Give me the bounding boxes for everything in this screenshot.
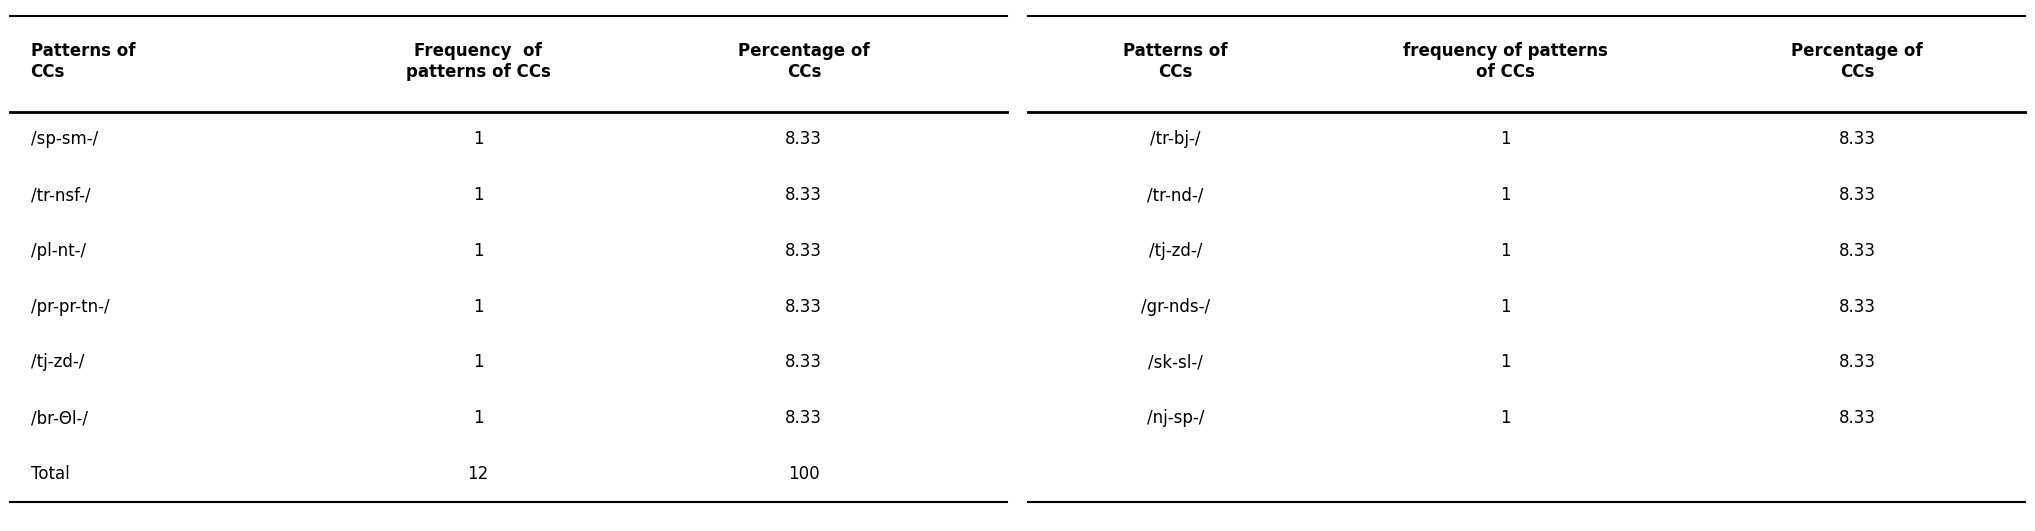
Text: /tr-nd-/: /tr-nd-/ — [1148, 186, 1203, 204]
Text: 1: 1 — [1500, 409, 1512, 427]
Text: 8.33: 8.33 — [1838, 186, 1876, 204]
Text: 8.33: 8.33 — [1838, 131, 1876, 148]
Text: Percentage of
CCs: Percentage of CCs — [739, 42, 869, 81]
Text: 8.33: 8.33 — [1838, 298, 1876, 315]
Text: 8.33: 8.33 — [1838, 409, 1876, 427]
Text: 1: 1 — [1500, 242, 1512, 260]
Text: /br-Θl-/: /br-Θl-/ — [31, 409, 88, 427]
Text: 1: 1 — [472, 298, 484, 315]
Text: 1: 1 — [472, 354, 484, 371]
Text: 1: 1 — [1500, 298, 1512, 315]
Text: 1: 1 — [1500, 186, 1512, 204]
Text: 8.33: 8.33 — [786, 298, 822, 315]
Text: 1: 1 — [472, 409, 484, 427]
Text: 12: 12 — [468, 465, 488, 483]
Text: Patterns of
CCs: Patterns of CCs — [1123, 42, 1227, 81]
Text: Total: Total — [31, 465, 69, 483]
Text: 8.33: 8.33 — [786, 131, 822, 148]
Text: 8.33: 8.33 — [786, 186, 822, 204]
Text: Percentage of
CCs: Percentage of CCs — [1791, 42, 1923, 81]
Text: /tj-zd-/: /tj-zd-/ — [31, 354, 83, 371]
Text: 8.33: 8.33 — [1838, 354, 1876, 371]
Text: 8.33: 8.33 — [1838, 242, 1876, 260]
Text: 1: 1 — [472, 186, 484, 204]
Text: /gr-nds-/: /gr-nds-/ — [1142, 298, 1209, 315]
Text: /tr-bj-/: /tr-bj-/ — [1150, 131, 1201, 148]
Text: 1: 1 — [472, 242, 484, 260]
Text: 8.33: 8.33 — [786, 354, 822, 371]
Text: /pl-nt-/: /pl-nt-/ — [31, 242, 85, 260]
Text: /nj-sp-/: /nj-sp-/ — [1146, 409, 1205, 427]
Text: 1: 1 — [1500, 131, 1512, 148]
Text: 100: 100 — [788, 465, 820, 483]
Text: /pr-pr-tn-/: /pr-pr-tn-/ — [31, 298, 110, 315]
Text: /tj-zd-/: /tj-zd-/ — [1148, 242, 1203, 260]
Text: 1: 1 — [472, 131, 484, 148]
Text: 1: 1 — [1500, 354, 1512, 371]
Text: frequency of patterns
of CCs: frequency of patterns of CCs — [1404, 42, 1608, 81]
Text: /sk-sl-/: /sk-sl-/ — [1148, 354, 1203, 371]
Text: 8.33: 8.33 — [786, 409, 822, 427]
Text: /tr-nsf-/: /tr-nsf-/ — [31, 186, 90, 204]
Text: Frequency  of
patterns of CCs: Frequency of patterns of CCs — [405, 42, 551, 81]
Text: 8.33: 8.33 — [786, 242, 822, 260]
Text: /sp-sm-/: /sp-sm-/ — [31, 131, 98, 148]
Text: Patterns of
CCs: Patterns of CCs — [31, 42, 134, 81]
